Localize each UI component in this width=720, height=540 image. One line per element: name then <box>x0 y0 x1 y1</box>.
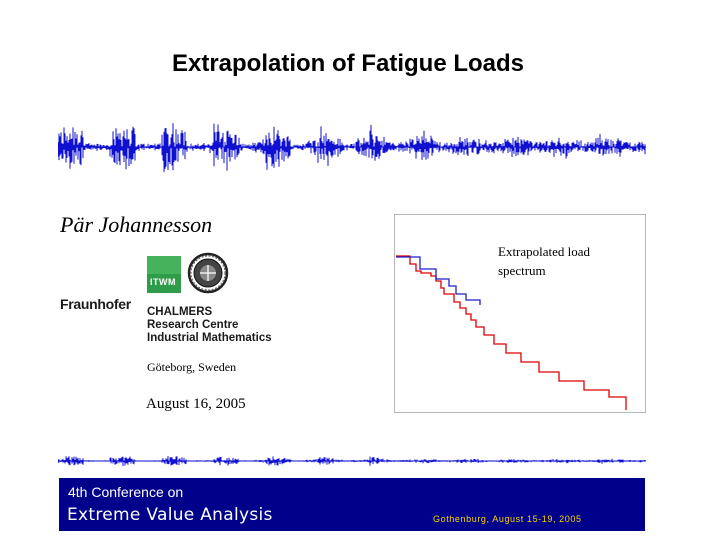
measured-spectrum-curve <box>396 256 481 305</box>
itwm-logo: ITWM <box>147 256 181 293</box>
conference-banner: 4th Conference on Extreme Value Analysis… <box>59 478 645 531</box>
spectrum-frame <box>394 214 646 413</box>
load-signal-top-trace <box>58 123 646 173</box>
location-text: Göteborg, Sweden <box>147 360 237 374</box>
university-seal-icon <box>187 252 229 294</box>
chalmers-logo-line: Research Centre <box>147 319 239 331</box>
banner-venue-dates: Gothenburg, August 15-19, 2005 <box>433 514 582 524</box>
chalmers-logo-line: Industrial Mathematics <box>147 332 272 344</box>
spectrum-label-line: Extrapolated load <box>498 244 591 259</box>
page-title: Extrapolation of Fatigue Loads <box>171 50 525 77</box>
banner-conference-line: 4th Conference on <box>68 484 184 500</box>
itwm-logo-text: ITWM <box>150 277 176 287</box>
author-name: Pär Johannesson <box>60 212 213 237</box>
load-spectrum-figure <box>394 214 646 413</box>
date-text: August 16, 2005 <box>146 396 246 412</box>
extrapolated-spectrum-curve <box>396 255 627 410</box>
fraunhofer-logo: Fraunhofer <box>60 296 131 312</box>
spectrum-label: Extrapolated load spectrum <box>498 242 638 280</box>
chalmers-logo-line: CHALMERS <box>147 306 213 318</box>
load-signal-bottom <box>58 456 646 467</box>
load-signal-top <box>58 123 646 173</box>
spectrum-label-line: spectrum <box>498 263 546 278</box>
banner-conference-name: Extreme Value Analysis <box>67 505 273 525</box>
chalmers-logo: CHALMERS Research Centre Industrial Math… <box>147 306 272 345</box>
